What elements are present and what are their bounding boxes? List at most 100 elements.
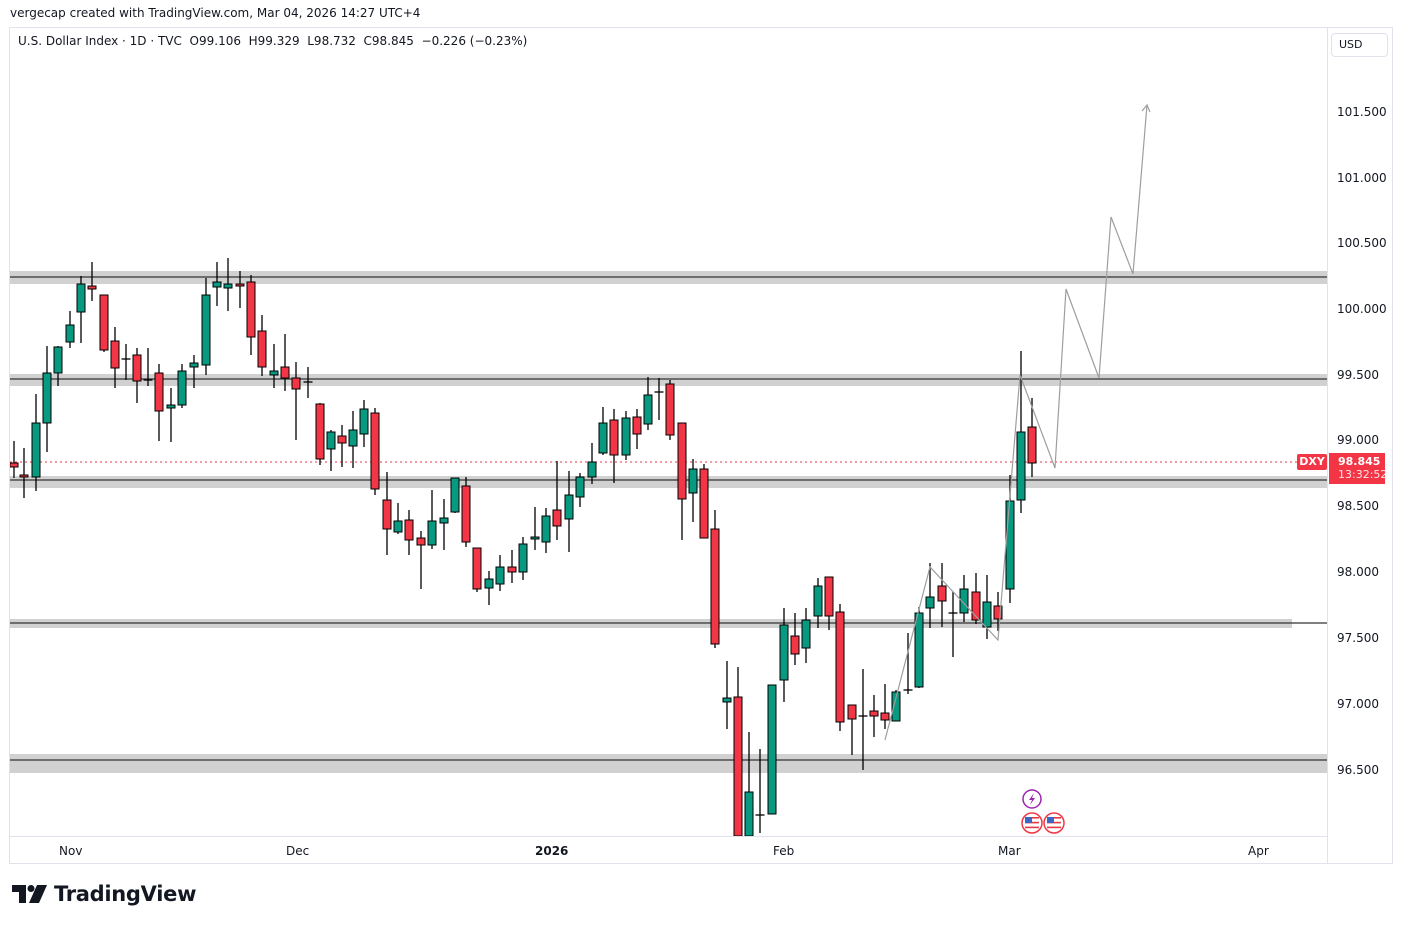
candle-body xyxy=(643,394,653,425)
candle-body xyxy=(801,619,811,649)
attribution: vergecap created with TradingView.com, M… xyxy=(10,6,421,20)
candle-body xyxy=(291,377,301,390)
candle-body xyxy=(359,408,369,435)
candle-body xyxy=(235,283,245,287)
candle-body xyxy=(1016,431,1026,501)
flag-canton xyxy=(1025,817,1032,823)
candle-body xyxy=(598,422,608,454)
candle-body xyxy=(824,576,834,617)
time-tick-label: Nov xyxy=(59,844,83,858)
last-price-value: 98.845 xyxy=(1338,455,1381,468)
candle-body xyxy=(337,435,347,444)
candle-body xyxy=(87,285,97,290)
currency-button[interactable]: USD xyxy=(1331,33,1388,57)
last-price-tag: 98.845 13:32:52 xyxy=(1329,453,1387,484)
candle-body xyxy=(710,528,720,645)
candle-body xyxy=(971,591,981,621)
candle-body xyxy=(201,294,211,366)
time-axis[interactable]: Nov Dec 2026 Feb Mar Apr xyxy=(10,836,1327,864)
candle-body xyxy=(326,431,336,450)
price-tick-label: 98.500 xyxy=(1337,499,1379,513)
candle-body xyxy=(177,370,187,406)
candle-body xyxy=(914,612,924,688)
lightning-glyph xyxy=(1029,793,1035,805)
tradingview-logo[interactable]: TradingView xyxy=(12,882,196,906)
candle-body xyxy=(280,366,290,379)
candle-body xyxy=(53,346,63,374)
candle-body xyxy=(632,416,642,435)
candle-body xyxy=(450,477,460,513)
flag-canton xyxy=(1047,817,1054,823)
candlestick-chart[interactable] xyxy=(10,28,1327,836)
candle-body xyxy=(132,354,142,382)
candle-body xyxy=(65,324,75,343)
flag-stripe xyxy=(1025,826,1039,829)
candle-body xyxy=(813,585,823,617)
price-tick-label: 96.500 xyxy=(1337,763,1379,777)
candle-body xyxy=(609,419,619,456)
candle-body xyxy=(76,283,86,313)
candle-body xyxy=(790,635,800,655)
candle-body xyxy=(416,537,426,546)
candle-body xyxy=(166,404,176,409)
candle-body xyxy=(42,372,52,424)
price-tick-label: 100.000 xyxy=(1337,302,1387,316)
symbol-tag: DXY xyxy=(1297,454,1327,470)
candle-body xyxy=(189,362,199,368)
candle-body xyxy=(937,585,947,602)
candle-body xyxy=(552,509,562,527)
candle-body xyxy=(223,283,233,289)
candle-body xyxy=(699,468,709,539)
price-tick-label: 99.000 xyxy=(1337,433,1379,447)
time-tick-label: Apr xyxy=(1248,844,1269,858)
time-tick-label: Feb xyxy=(773,844,795,858)
candle-body xyxy=(382,499,392,530)
candle-body xyxy=(665,383,675,436)
sr-zone xyxy=(10,374,1327,386)
candle-body xyxy=(847,704,857,720)
candle-body xyxy=(315,403,325,460)
candle-body xyxy=(891,691,901,722)
candle-body xyxy=(869,710,879,717)
candle-body xyxy=(1027,426,1037,464)
price-tick-label: 98.000 xyxy=(1337,565,1379,579)
candle-body xyxy=(1005,500,1015,590)
candle-body xyxy=(495,566,505,585)
time-tick-label: Mar xyxy=(998,844,1021,858)
price-tick-label: 99.500 xyxy=(1337,368,1379,382)
price-tick-label: 97.500 xyxy=(1337,631,1379,645)
sr-zone xyxy=(10,754,1327,773)
candle-body xyxy=(835,611,845,723)
symbol-legend[interactable]: U.S. Dollar Index · 1D · TVC O99.106 H99… xyxy=(18,34,528,48)
time-tick-label: 2026 xyxy=(535,844,569,858)
chart-plot-area[interactable] xyxy=(10,28,1327,836)
price-tick-label: 97.000 xyxy=(1337,697,1379,711)
flag-stripe xyxy=(1047,826,1061,829)
candle-body xyxy=(484,578,494,589)
candle-body xyxy=(472,547,482,590)
projection-path xyxy=(884,104,1148,741)
price-tick-label: 101.000 xyxy=(1337,171,1387,185)
brand-name: TradingView xyxy=(54,882,197,906)
candle-body xyxy=(393,520,403,533)
candle-body xyxy=(733,696,743,836)
candle-body xyxy=(530,536,540,540)
price-axis[interactable]: 101.500 101.000 100.500 100.000 99.500 99.000… xyxy=(1327,28,1393,863)
candle-body xyxy=(564,494,574,520)
candle-body xyxy=(99,294,109,351)
candle-body xyxy=(779,624,789,681)
candle-body xyxy=(427,520,437,546)
candle-body xyxy=(518,543,528,573)
candle-body xyxy=(621,417,631,456)
candle-body xyxy=(370,412,380,490)
candle-body xyxy=(461,485,471,543)
candle-body xyxy=(404,519,414,541)
candle-body xyxy=(110,340,120,369)
price-tick-label: 100.500 xyxy=(1337,236,1387,250)
candle-body xyxy=(31,422,41,478)
candle-body xyxy=(767,684,777,815)
candle-body xyxy=(212,281,222,288)
candle-body xyxy=(688,468,698,494)
candle-body xyxy=(575,476,585,498)
candle-body xyxy=(269,370,279,376)
